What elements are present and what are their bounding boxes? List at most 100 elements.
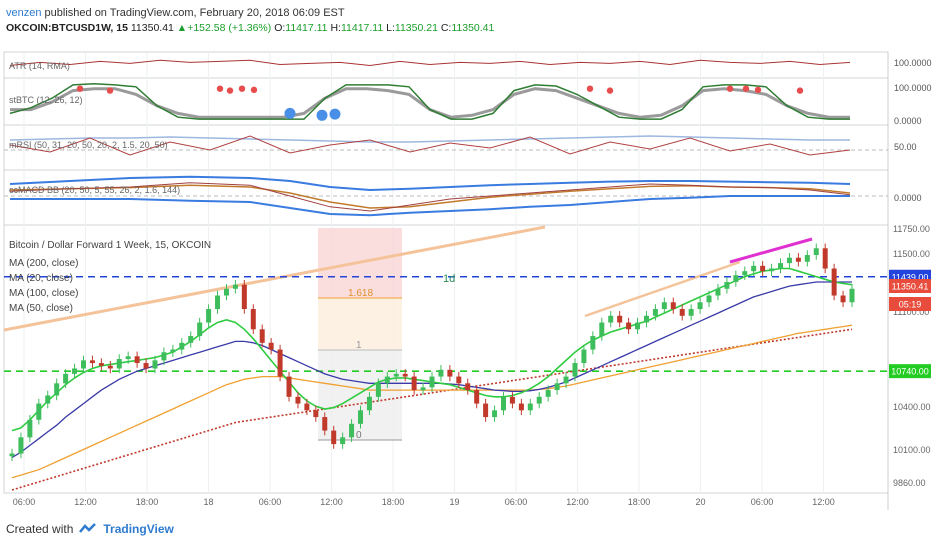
price-y-tick: 11750.00 [893, 224, 930, 234]
price-label-text: 11439.00 [892, 272, 929, 282]
tradingview-logo-icon [79, 523, 97, 533]
price-label-text: 11350.41 [892, 282, 929, 292]
candle-body [697, 302, 703, 310]
candle-body [384, 376, 390, 384]
price-y-tick: 11500.00 [893, 249, 930, 259]
candle-body [635, 322, 641, 330]
candle-body [822, 248, 828, 269]
ma-legend-item: MA (100, close) [9, 288, 78, 299]
candle-body [509, 396, 515, 404]
macd-label: ccMACD BB (20, 50, 5, 55, 26, 2, 1.6, 14… [9, 185, 180, 195]
candle-body [215, 295, 221, 310]
stbtc-label: stBTC (12, 26, 12) [9, 95, 83, 105]
candle-body [340, 437, 346, 445]
candle-body [277, 349, 283, 377]
candle-body [375, 383, 381, 397]
mrsi-red-line [9, 135, 851, 156]
candle-body [45, 395, 51, 404]
x-tick-label: 06:00 [751, 497, 774, 507]
candle-body [54, 383, 60, 396]
candle-body [742, 271, 748, 276]
candle-body [9, 453, 15, 457]
stbtc-red-dot [796, 87, 804, 94]
candle-body [402, 373, 408, 377]
candle-body [313, 410, 319, 418]
x-tick-label: 06:00 [259, 497, 282, 507]
trendline-long [3, 225, 546, 332]
x-tick-label: 18:00 [382, 497, 405, 507]
candle-body [107, 365, 113, 369]
macd-fast-line [9, 182, 851, 212]
candle-body [36, 403, 42, 420]
candle-body [188, 336, 194, 343]
stbtc-red-dot [606, 87, 614, 94]
publish-line: venzen published on TradingView.com, Feb… [6, 7, 345, 19]
candle-body [572, 363, 578, 377]
author-link[interactable]: venzen [6, 7, 42, 19]
stbtc-red-dot [76, 85, 84, 92]
x-tick-label: 12:00 [812, 497, 835, 507]
candle-body [554, 383, 560, 391]
macd-upper-band [9, 175, 851, 192]
x-tick-label: 12:00 [74, 497, 97, 507]
price-title: Bitcoin / Dollar Forward 1 Week, 15, OKC… [9, 240, 211, 251]
candle-body [456, 376, 462, 384]
stbtc-red-dot [226, 87, 234, 94]
stbtc-red-dot [250, 86, 258, 94]
x-tick-label: 06:00 [13, 497, 36, 507]
candle-body [18, 437, 24, 454]
candle-body [661, 302, 667, 310]
candle-body [125, 356, 131, 359]
stbtc-y-tick-top: 100.0000 [894, 83, 932, 93]
candle-body [27, 419, 33, 438]
candle-body [429, 376, 435, 388]
price-y-tick: 11100.00 [893, 307, 929, 317]
fib-zone-low [318, 350, 402, 440]
stbtc-y-tick-bottom: 0.0000 [894, 116, 922, 126]
stbtc-blue-dot [316, 109, 328, 121]
candle-body [411, 376, 417, 391]
candle-body [500, 396, 506, 411]
tradingview-brand-link[interactable]: TradingView [103, 522, 174, 536]
candle-body [724, 282, 730, 289]
open-value: 11417.11 [285, 22, 328, 34]
candle-body [688, 309, 694, 316]
price-y-tick: 10100.00 [893, 445, 931, 455]
timeframe-annotation: 1d [443, 273, 455, 285]
ma-legend-item: MA (200, close) [9, 258, 78, 269]
candle-body [581, 349, 587, 364]
trendline-short [584, 260, 741, 318]
candle-body [420, 387, 426, 391]
mrsi-label: mRSI (50, 31, 20, 50, 20, 2, 1.5, 20, 50… [9, 140, 168, 150]
x-tick-label: 18:00 [628, 497, 651, 507]
candle-body [366, 396, 372, 411]
close-value: 11350.41 [451, 22, 495, 34]
change-value: +152.58 (+1.36%) [187, 22, 272, 34]
mrsi-y-tick: 50.00 [894, 142, 917, 152]
stbtc-blue-dot [284, 107, 296, 119]
candle-body [223, 288, 229, 296]
price-y-tick: 9860.00 [893, 478, 926, 488]
candle-body [322, 417, 328, 431]
stbtc-red-dot [238, 85, 246, 92]
candle-body [143, 363, 149, 369]
stbtc-pane-frame [3, 77, 889, 126]
fib-label-1: 1 [356, 340, 362, 351]
candle-body [626, 322, 632, 330]
candle-body [63, 373, 69, 384]
candle-body [98, 363, 104, 366]
candle-body [518, 403, 524, 411]
candle-body [563, 376, 569, 384]
candle-body [331, 430, 337, 445]
trendline-magenta [729, 237, 813, 264]
high-value: 11417.11 [340, 22, 384, 34]
fib-label-1618: 1.618 [348, 288, 373, 299]
ma-legend-item: MA (20, close) [9, 273, 73, 284]
stbtc-red-dot [754, 86, 762, 94]
candle-body [778, 263, 784, 269]
atr-label: ATR (14, RMA) [9, 61, 70, 71]
low-label: L: [386, 22, 395, 34]
atr-series-line [9, 59, 851, 67]
price-label-bg [889, 364, 931, 379]
